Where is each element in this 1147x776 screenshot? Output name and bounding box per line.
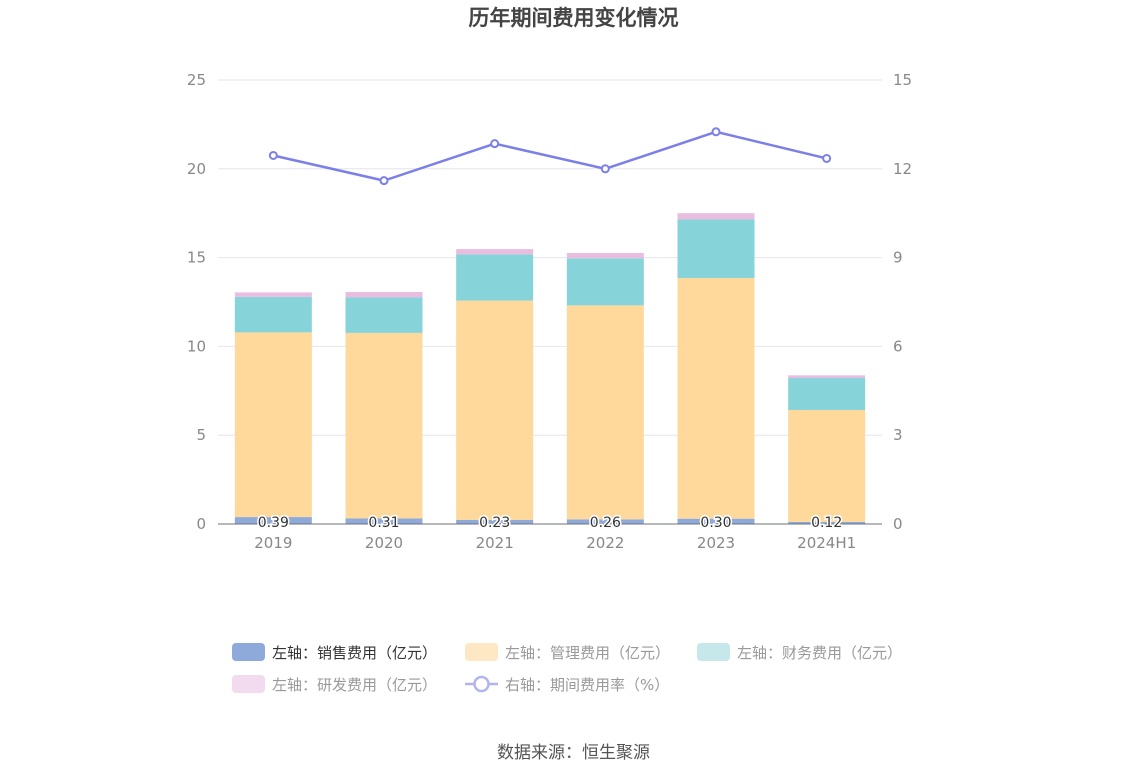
rate-line <box>273 130 827 182</box>
bar-segment-1 <box>566 519 644 524</box>
rate-point <box>822 153 832 163</box>
data-label: 0.39 <box>258 515 289 531</box>
left-axis-tick-label: 25 <box>187 71 206 89</box>
right-axis-tick-label: 12 <box>893 160 912 178</box>
legend-swatch <box>465 643 498 661</box>
right-axis-tick-label: 3 <box>893 426 903 444</box>
left-axis-tick-label: 5 <box>196 426 206 444</box>
x-axis-tick-label: 2019 <box>254 534 292 552</box>
bar-segment-2 <box>345 332 423 519</box>
bar-segment-1 <box>788 521 866 524</box>
legend-swatch <box>232 643 265 661</box>
legend-swatch <box>697 643 730 661</box>
data-label: 0.12 <box>811 515 842 531</box>
x-axis-tick-label: 2023 <box>697 534 735 552</box>
data-label: 0.31 <box>368 515 399 531</box>
right-axis-tick-label: 9 <box>893 249 903 267</box>
data-source: 数据来源：恒生聚源 <box>497 743 650 763</box>
bar-segment-3 <box>788 378 866 410</box>
bar-segment-4 <box>234 292 312 297</box>
bar-segment-3 <box>677 219 755 279</box>
legend-label: 左轴：管理费用（亿元） <box>505 644 670 662</box>
left-axis-tick-label: 15 <box>187 249 206 267</box>
right-axis-tick-label: 6 <box>893 337 903 355</box>
data-label: 0.26 <box>590 515 621 531</box>
bar-segment-2 <box>677 278 755 519</box>
legend-swatch <box>232 675 265 693</box>
bar-segment-1 <box>677 518 755 524</box>
rate-point <box>490 139 500 149</box>
left-axis-tick-label: 10 <box>187 337 206 355</box>
left-axis-tick-label: 20 <box>187 160 206 178</box>
bar-segment-1 <box>234 517 312 524</box>
legend-label: 右轴：期间费用率（%） <box>505 676 669 694</box>
x-axis-tick-label: 2024H1 <box>797 534 856 552</box>
legend-label: 左轴：销售费用（亿元） <box>272 644 437 662</box>
bar-segment-3 <box>456 254 534 301</box>
rate-point <box>600 164 610 174</box>
legend-label: 左轴：财务费用（亿元） <box>737 644 902 662</box>
bar-segment-4 <box>788 375 866 379</box>
bar-segment-3 <box>345 297 423 333</box>
bar-segment-3 <box>234 296 312 333</box>
bar-segment-4 <box>456 249 534 255</box>
data-label: 0.23 <box>479 515 510 531</box>
bar-segment-2 <box>788 409 866 522</box>
rate-point <box>268 150 278 160</box>
bar-segment-1 <box>456 519 534 524</box>
x-axis-tick-label: 2022 <box>586 534 624 552</box>
legend-marker-icon <box>473 675 490 693</box>
x-axis-tick-label: 2020 <box>365 534 403 552</box>
chart-title: 历年期间费用变化情况 <box>468 6 679 30</box>
bar-segment-2 <box>234 332 312 518</box>
bar-segment-1 <box>345 518 423 524</box>
data-label: 0.30 <box>700 515 731 531</box>
rate-point <box>379 176 389 186</box>
bar-segment-4 <box>566 252 644 259</box>
right-axis-tick-label: 0 <box>893 515 903 533</box>
x-axis-tick-label: 2021 <box>476 534 514 552</box>
left-axis-tick-label: 0 <box>196 515 206 533</box>
legend-label: 左轴：研发费用（亿元） <box>272 676 437 694</box>
bar-segment-3 <box>566 258 644 306</box>
right-axis-tick-label: 15 <box>893 71 912 89</box>
bar-segment-4 <box>677 213 755 220</box>
rate-point <box>711 127 721 137</box>
bar-segment-4 <box>345 292 423 298</box>
bar-segment-2 <box>566 305 644 520</box>
bar-segment-2 <box>456 300 534 520</box>
